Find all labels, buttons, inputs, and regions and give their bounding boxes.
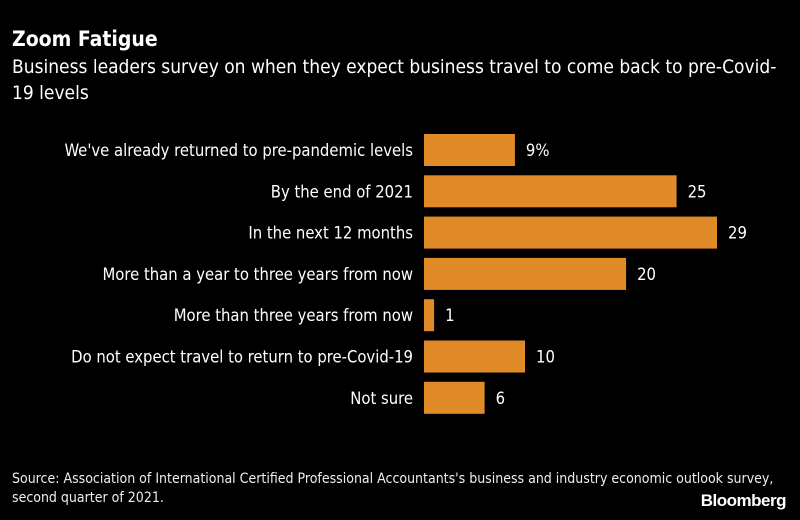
bar — [424, 134, 515, 166]
data-label: 1 — [445, 306, 454, 325]
data-label: 29 — [728, 224, 747, 243]
data-label: 9% — [526, 141, 550, 160]
bloomberg-logo: Bloomberg — [700, 491, 787, 510]
category-label: Do not expect travel to return to pre-Co… — [71, 348, 413, 367]
bar — [424, 175, 677, 208]
chart-title: Zoom Fatigue — [12, 27, 158, 51]
category-label: More than a year to three years from now — [102, 265, 413, 284]
bar — [424, 381, 485, 414]
category-label: More than three years from now — [174, 306, 413, 325]
source-note: Source: Association of International Cer… — [12, 471, 774, 506]
category-label: By the end of 2021 — [271, 182, 413, 201]
chart-subtitle: Business leaders survey on when they exp… — [12, 56, 777, 104]
category-label: We've already returned to pre-pandemic l… — [64, 141, 413, 160]
category-label: In the next 12 months — [248, 224, 413, 243]
category-label: Not sure — [350, 389, 413, 408]
bar — [424, 299, 435, 332]
bar — [424, 340, 526, 373]
data-label: 6 — [496, 389, 505, 408]
data-label: 10 — [536, 348, 555, 367]
data-label: 25 — [688, 182, 707, 201]
bar — [424, 257, 627, 290]
data-label: 20 — [637, 265, 656, 284]
bar — [424, 216, 717, 249]
